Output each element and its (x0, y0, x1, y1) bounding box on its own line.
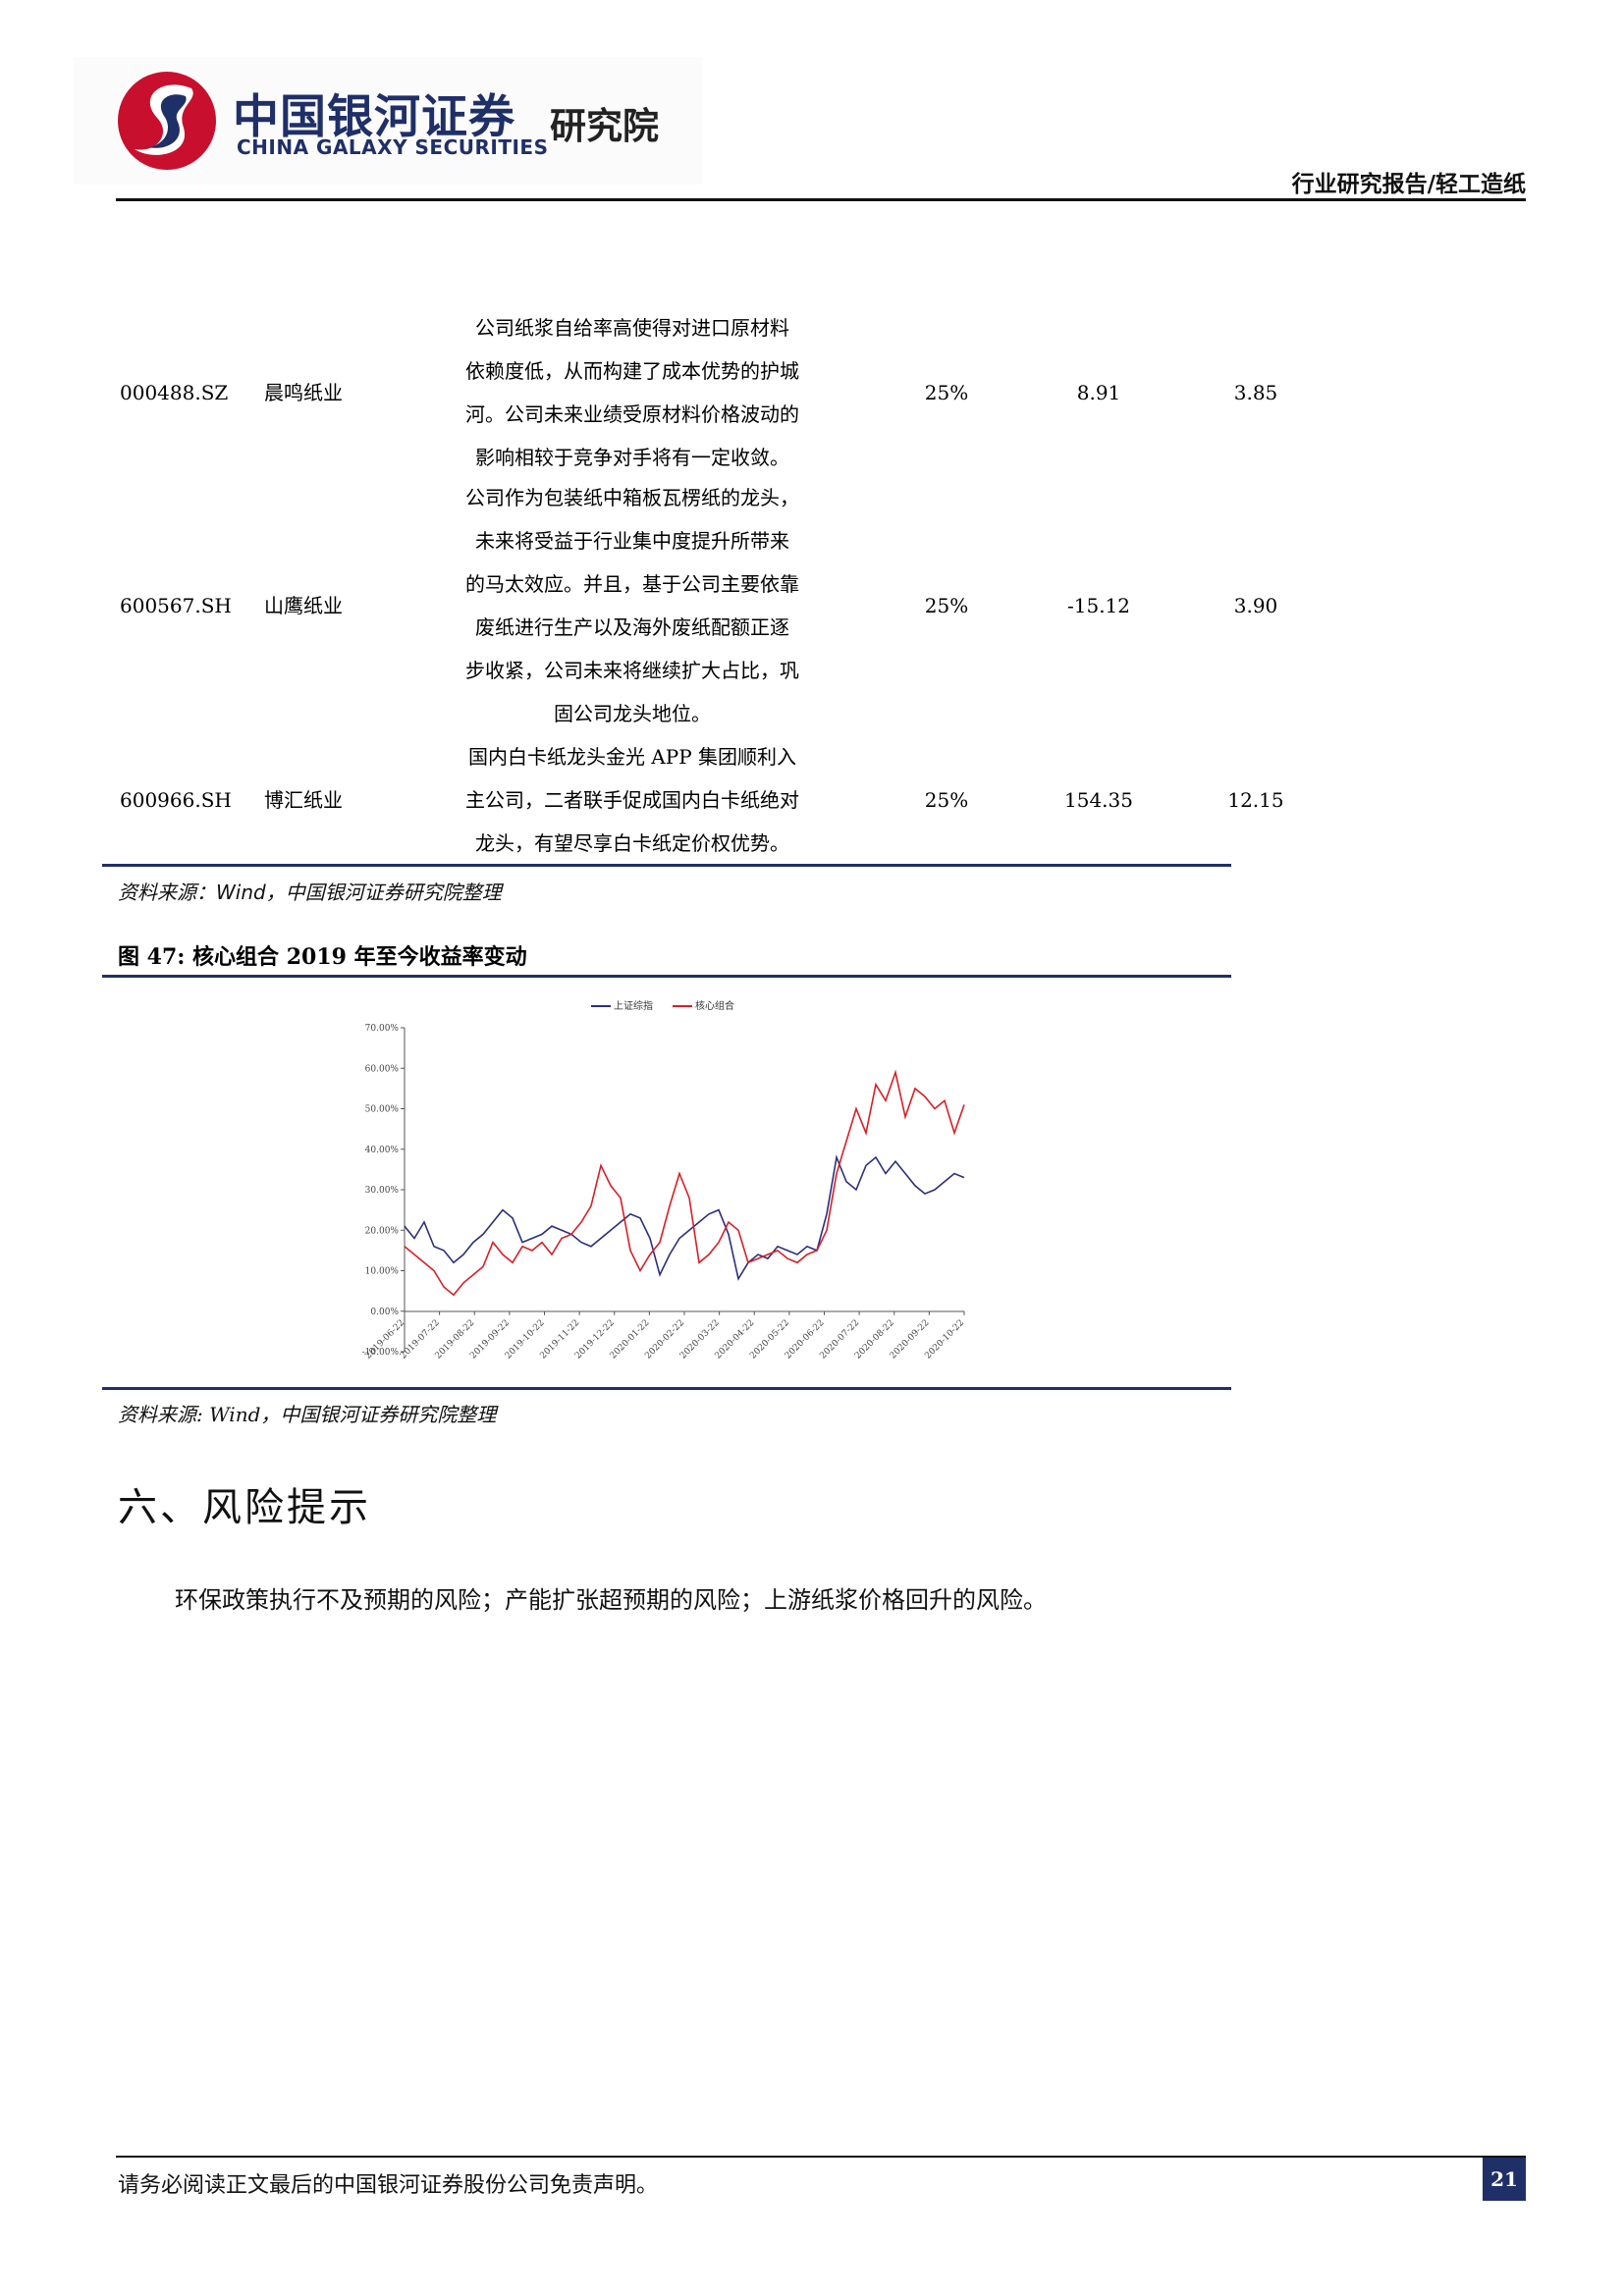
y-tick-label: 70.00% (365, 1024, 400, 1034)
stock-reason: 公司纸浆自给率高使得对进口原材料 依赖度低，从而构建了成本优势的护城 河。公司未… (372, 306, 893, 479)
page-number: 21 (1483, 2158, 1526, 2201)
stock-code: 600966.SH (120, 788, 232, 812)
chart-legend: 上证综指 核心组合 (591, 999, 734, 1012)
stock-value-2: 3.90 (1233, 594, 1278, 617)
y-tick-label: 60.00% (365, 1064, 400, 1074)
y-tick-group: -10.00% 0.00% 10.00% 20.00% 30.00% 40.00% 50.0… (362, 1024, 405, 1358)
figure-top-rule (102, 975, 1231, 978)
series-group (404, 1069, 965, 1297)
table-row: 000488.SZ 晨鸣纸业 公司纸浆自给率高使得对进口原材料 依赖度低，从而构… (102, 304, 1277, 481)
table-source-note: 资料来源：Wind，中国银河证券研究院整理 (118, 881, 502, 904)
figure-bottom-rule (102, 1387, 1231, 1390)
legend-label-series-0: 上证综指 (614, 999, 653, 1012)
stock-code: 000488.SZ (120, 381, 229, 404)
table-row: 600567.SH 山鹰纸业 公司作为包装纸中箱板瓦楞纸的龙头， 未来将受益于行… (102, 476, 1277, 735)
x-tick-group: 2019-06-222019-07-222019-08-222019-09-22… (363, 1310, 966, 1362)
reason-line: 废纸进行生产以及海外废纸配额正逐 (475, 615, 789, 639)
footer-divider (116, 2156, 1526, 2158)
reason-line: 的马太效应。并且，基于公司主要依靠 (465, 572, 799, 596)
report-category: 行业研究报告/轻工造纸 (1291, 171, 1526, 197)
stock-value-1: -15.12 (1066, 594, 1130, 617)
y-tick-label: 10.00% (365, 1267, 400, 1277)
logo-english-name: CHINA GALAXY SECURITIES (237, 135, 549, 159)
stock-value-2: 12.15 (1227, 788, 1284, 812)
reason-line: 固公司龙头地位。 (554, 702, 711, 725)
reason-line: 未来将受益于行业集中度提升所带来 (475, 529, 789, 553)
stock-weight: 25% (924, 381, 969, 404)
figure-source-note: 资料来源: Wind，中国银河证券研究院整理 (118, 1403, 497, 1426)
reason-line: 国内白卡纸龙头金光 APP 集团顺利入 (467, 745, 797, 769)
returns-line-chart: 上证综指 核心组合 -10.00% 0.00% 10.00% 20.00% 30.00%… (362, 999, 966, 1362)
stock-name: 山鹰纸业 (264, 594, 343, 617)
stock-value-1: 8.91 (1076, 381, 1121, 404)
section-heading: 六、风险提示 (118, 1485, 371, 1530)
stock-value-1: 154.35 (1064, 788, 1133, 812)
reason-line: 公司纸浆自给率高使得对进口原材料 (475, 316, 789, 340)
y-tick-label: 40.00% (365, 1146, 400, 1155)
header-divider (116, 198, 1526, 201)
galaxy-logo-icon (118, 72, 216, 170)
series-line-1 (404, 1069, 965, 1297)
table-row: 600966.SH 博汇纸业 国内白卡纸龙头金光 APP 集团顺利入 主公司，二… (102, 735, 1284, 865)
footer-disclaimer: 请务必阅读正文最后的中国银河证券股份公司免责声明。 (118, 2173, 659, 2198)
y-tick-label: 30.00% (365, 1186, 400, 1196)
header-logo: 中国银河证券 CHINA GALAXY SECURITIES 研究院 (74, 57, 702, 185)
table-bottom-rule (102, 864, 1231, 867)
stock-value-2: 3.85 (1233, 381, 1278, 404)
stock-code: 600567.SH (120, 594, 232, 617)
reason-line: 主公司，二者联手促成国内白卡纸绝对 (465, 788, 799, 812)
section-body: 环保政策执行不及预期的风险；产能扩张超预期的风险；上游纸浆价格回升的风险。 (175, 1586, 1047, 1614)
stock-reason: 公司作为包装纸中箱板瓦楞纸的龙头， 未来将受益于行业集中度提升所带来 的马太效应… (372, 476, 893, 735)
y-tick-label: 50.00% (365, 1105, 400, 1115)
legend-label-series-1: 核心组合 (695, 999, 734, 1012)
logo-chinese-name: 中国银河证券 (233, 90, 515, 144)
reason-line: 龙头，有望尽享白卡纸定价权优势。 (475, 831, 789, 855)
reason-line: 步收紧，公司未来将继续扩大占比，巩 (465, 659, 799, 682)
y-tick-label: 0.00% (370, 1308, 399, 1317)
stock-name: 博汇纸业 (264, 788, 343, 812)
series-line-0 (404, 1154, 965, 1281)
y-tick-label: 20.00% (365, 1226, 400, 1236)
y-tick-label: -10.00% (362, 1348, 400, 1358)
stock-reason: 国内白卡纸龙头金光 APP 集团顺利入 主公司，二者联手促成国内白卡纸绝对 龙头… (372, 735, 893, 865)
stock-weight: 25% (924, 788, 969, 812)
figure-title: 图 47: 核心组合 2019 年至今收益率变动 (118, 944, 527, 970)
reason-line: 影响相较于竞争对手将有一定收敛。 (475, 446, 789, 469)
stock-weight: 25% (924, 594, 969, 617)
reason-line: 河。公司未来业绩受原材料价格波动的 (465, 402, 799, 426)
reason-line: 依赖度低，从而构建了成本优势的护城 (465, 359, 799, 383)
logo-institute: 研究院 (550, 105, 659, 147)
reason-line: 公司作为包装纸中箱板瓦楞纸的龙头， (465, 486, 799, 509)
stock-name: 晨鸣纸业 (264, 381, 343, 404)
